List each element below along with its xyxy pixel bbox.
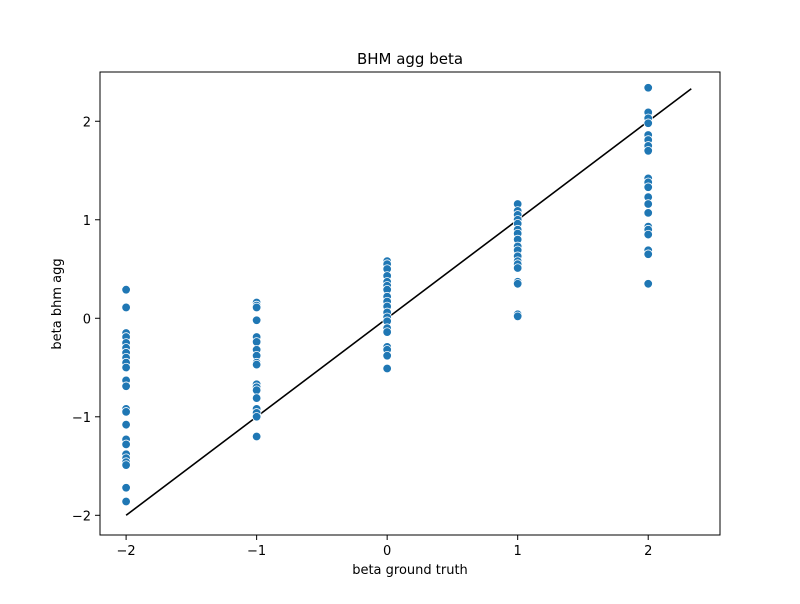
scatter-point bbox=[643, 249, 653, 259]
x-tick-label: −2 bbox=[117, 544, 136, 559]
scatter-point bbox=[643, 279, 653, 289]
y-tick-label: 1 bbox=[83, 214, 91, 229]
scatter-point bbox=[643, 118, 653, 128]
scatter-point bbox=[121, 302, 131, 313]
scatter-point bbox=[251, 412, 262, 422]
scatter-point bbox=[121, 362, 131, 373]
scatter-point bbox=[251, 359, 262, 370]
scatter-point bbox=[382, 327, 392, 337]
scatter-point bbox=[121, 285, 131, 295]
scatter-point bbox=[251, 302, 262, 313]
scatter-point bbox=[251, 431, 262, 442]
scatter-point bbox=[643, 229, 653, 240]
x-tick-label: 2 bbox=[644, 544, 652, 559]
scatter-point bbox=[121, 460, 131, 470]
plot-area: −2 −1 0 1 2 −2 −1 0 1 2 bbox=[72, 71, 721, 559]
scatter-point bbox=[121, 496, 131, 507]
scatter-point bbox=[121, 439, 131, 450]
y-tick-label: 2 bbox=[83, 115, 91, 130]
scatter-point bbox=[251, 385, 262, 395]
x-tick-label: 1 bbox=[514, 544, 522, 559]
x-tick-label: −1 bbox=[247, 544, 266, 559]
scatter-point bbox=[643, 182, 653, 192]
scatter-point bbox=[643, 208, 653, 218]
scatter-point bbox=[643, 83, 653, 93]
y-tick-label: −1 bbox=[72, 411, 91, 426]
scatter-point bbox=[512, 279, 523, 289]
y-axis-label: beta bhm agg bbox=[50, 258, 65, 349]
scatter-point bbox=[251, 337, 262, 347]
scatter-point bbox=[251, 393, 262, 403]
x-axis-label: beta ground truth bbox=[352, 563, 468, 578]
chart-title: BHM agg beta bbox=[357, 50, 463, 68]
scatter-point bbox=[121, 381, 131, 391]
axes-frame bbox=[99, 71, 721, 536]
scatter-point bbox=[382, 363, 392, 374]
x-tick-label: 0 bbox=[383, 544, 391, 559]
scatter-point bbox=[512, 263, 523, 273]
scatter-point bbox=[643, 199, 653, 209]
scatter-point bbox=[121, 419, 131, 430]
y-tick-label: 0 bbox=[83, 312, 91, 327]
scatter-point bbox=[121, 407, 131, 417]
y-tick-label: −2 bbox=[72, 509, 91, 524]
scatter-point bbox=[512, 311, 523, 322]
scatter-point bbox=[121, 483, 131, 493]
reference-line bbox=[125, 88, 692, 516]
scatter-point bbox=[643, 146, 653, 156]
scatter-point bbox=[382, 351, 392, 361]
scatter-point bbox=[251, 315, 262, 325]
